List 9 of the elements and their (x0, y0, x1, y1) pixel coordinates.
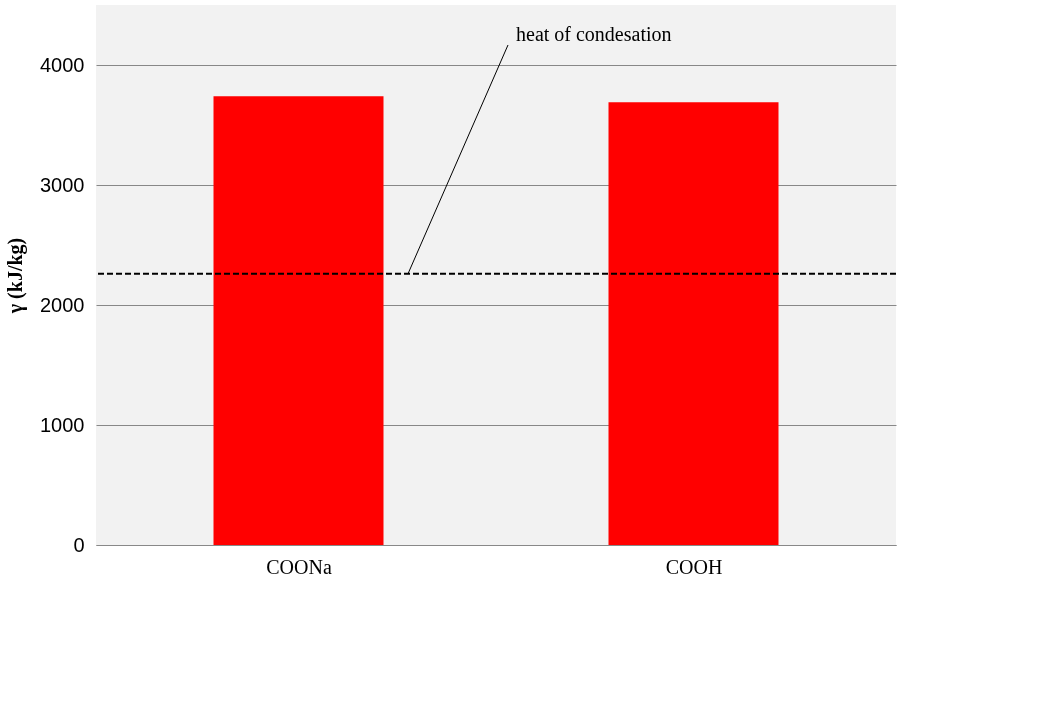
y-tick-label: 2000 (40, 293, 85, 316)
y-tick-label: 3000 (40, 173, 85, 196)
y-tick-label: 4000 (40, 53, 85, 76)
y-tick-label: 0 (73, 533, 85, 556)
y-axis-title: γ (kJ/kg) (4, 237, 28, 315)
y-tick-label: 1000 (40, 413, 85, 436)
x-tick-label: COONa (266, 555, 332, 578)
x-tick-label: COOH (665, 555, 723, 578)
ref-line-label: heat of condesation (516, 23, 672, 45)
